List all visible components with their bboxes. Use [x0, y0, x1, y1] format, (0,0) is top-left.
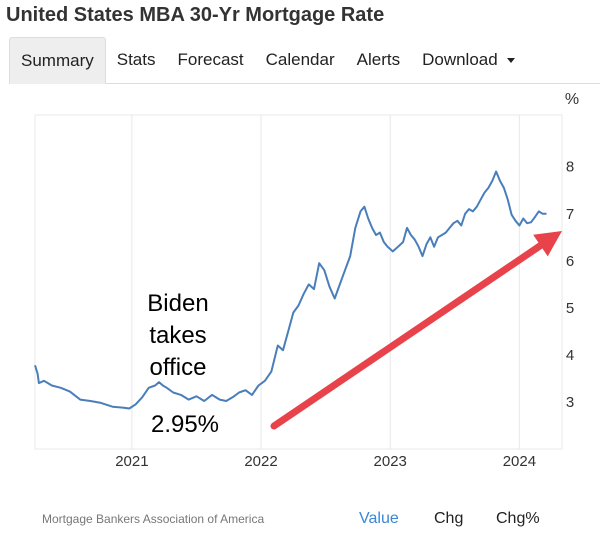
x-tick-label: 2024 — [503, 453, 536, 470]
rate-series-line — [34, 170, 547, 410]
tab-alerts[interactable]: Alerts — [346, 37, 411, 83]
x-tick-label: 2021 — [115, 453, 148, 470]
tab-stats[interactable]: Stats — [106, 37, 167, 83]
chg-tab[interactable]: Chg — [434, 510, 464, 527]
y-axis-label: % — [565, 91, 579, 108]
y-tick-label: 4 — [566, 347, 574, 364]
value-tab[interactable]: Value — [359, 510, 399, 527]
tab-alerts-label: Alerts — [356, 50, 401, 69]
source-label: Mortgage Bankers Association of America — [42, 512, 265, 526]
y-tick-label: 3 — [566, 394, 574, 411]
tab-stats-label: Stats — [116, 50, 156, 69]
plot-frame — [34, 114, 563, 450]
tab-download[interactable]: Download — [411, 37, 526, 83]
annotation-line-3: office — [150, 354, 207, 381]
annotation-line-2: takes — [149, 322, 206, 349]
y-tick-label: 6 — [566, 253, 574, 270]
tab-forecast-label: Forecast — [177, 50, 244, 69]
y-tick-label: 7 — [566, 206, 574, 223]
tab-bar: Summary Stats Forecast Calendar Alerts D… — [9, 37, 600, 84]
tab-calendar-label: Calendar — [265, 50, 335, 69]
page-title: United States MBA 30-Yr Mortgage Rate — [6, 4, 385, 26]
annotation-rate-label: 2.95% — [151, 411, 219, 438]
tab-calendar[interactable]: Calendar — [255, 37, 346, 83]
tab-forecast[interactable]: Forecast — [166, 37, 254, 83]
chevron-down-icon — [506, 57, 515, 63]
tab-summary-label: Summary — [21, 51, 94, 70]
x-tick-label: 2023 — [374, 453, 407, 470]
chg-pct-tab[interactable]: Chg% — [496, 510, 540, 527]
y-tick-label: 8 — [566, 159, 574, 176]
arrow-shaft — [270, 242, 544, 430]
arrow-head — [533, 231, 562, 257]
tab-summary[interactable]: Summary — [9, 37, 106, 84]
tab-download-label: Download — [422, 50, 498, 69]
annotation-line-1: Biden — [147, 290, 208, 317]
x-tick-label: 2022 — [244, 453, 277, 470]
y-tick-label: 5 — [566, 300, 574, 317]
